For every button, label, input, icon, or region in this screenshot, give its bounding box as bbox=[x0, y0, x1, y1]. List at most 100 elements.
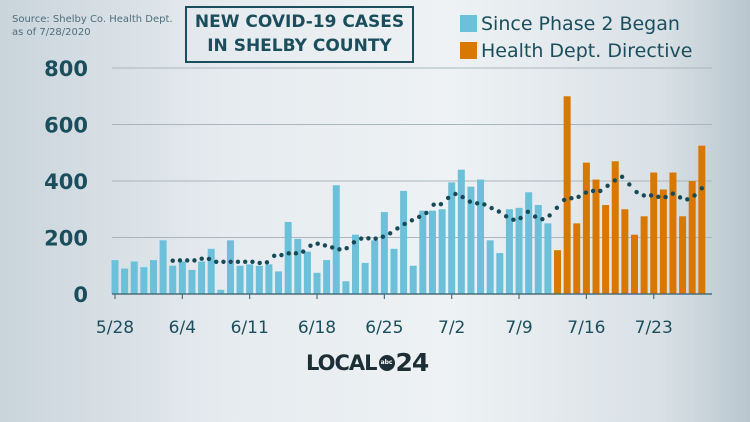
bar-directive bbox=[602, 205, 610, 294]
moving-average-dot bbox=[482, 202, 487, 207]
x-tick-label: 7/2 bbox=[438, 318, 465, 338]
moving-average-dot bbox=[344, 246, 349, 251]
x-tick-label: 6/18 bbox=[298, 318, 336, 338]
moving-average-dot bbox=[337, 247, 342, 252]
bar-phase2 bbox=[505, 209, 513, 294]
bar-phase2 bbox=[371, 240, 379, 294]
bar-phase2 bbox=[361, 262, 369, 294]
moving-average-dot bbox=[185, 258, 190, 263]
x-tick-label: 6/25 bbox=[365, 318, 403, 338]
bar-phase2 bbox=[236, 265, 244, 294]
moving-average-dot bbox=[590, 188, 596, 194]
moving-average-dot bbox=[351, 240, 357, 245]
moving-average-dot bbox=[228, 259, 233, 264]
moving-average-dot bbox=[547, 213, 552, 218]
x-tick-label: 7/16 bbox=[567, 318, 605, 338]
moving-average-dot bbox=[235, 259, 241, 264]
moving-average-dot bbox=[685, 197, 690, 202]
moving-average-dot bbox=[409, 218, 415, 223]
moving-average-dot bbox=[322, 243, 328, 248]
bar-phase2 bbox=[255, 265, 263, 294]
moving-average-dot bbox=[518, 215, 523, 221]
y-tick-label: 200 bbox=[44, 227, 88, 251]
bar-directive bbox=[582, 162, 590, 294]
moving-average-dot bbox=[641, 193, 647, 198]
moving-average-dot bbox=[445, 195, 451, 201]
bar-phase2 bbox=[496, 253, 504, 294]
bar-phase2 bbox=[525, 192, 533, 294]
moving-average-dot bbox=[279, 252, 284, 258]
bar-phase2 bbox=[275, 271, 283, 294]
bar-phase2 bbox=[265, 264, 273, 294]
moving-average-dot bbox=[380, 234, 386, 239]
moving-average-dot bbox=[177, 258, 183, 263]
moving-average-dot bbox=[214, 259, 219, 264]
moving-average-dot bbox=[453, 191, 458, 197]
moving-average-dot bbox=[554, 205, 560, 211]
bar-phase2 bbox=[207, 248, 215, 294]
bar-directive bbox=[573, 223, 581, 294]
moving-average-dot bbox=[648, 193, 654, 198]
moving-average-dot bbox=[373, 236, 378, 241]
logo-number: 24 bbox=[395, 348, 430, 377]
bar-directive bbox=[669, 172, 677, 294]
bar-directive bbox=[688, 181, 696, 294]
moving-average-dot bbox=[460, 194, 465, 200]
bar-directive bbox=[659, 189, 667, 294]
bar-directive bbox=[554, 250, 562, 294]
bar-phase2 bbox=[390, 248, 398, 294]
x-tick-label: 7/23 bbox=[635, 318, 673, 338]
bar-directive bbox=[563, 96, 571, 294]
bar-phase2 bbox=[284, 221, 292, 294]
moving-average-dot bbox=[221, 259, 226, 264]
moving-average-dot bbox=[300, 249, 306, 254]
bar-phase2 bbox=[169, 265, 177, 294]
moving-average-dot bbox=[525, 209, 531, 214]
x-tick-label: 5/28 bbox=[96, 318, 134, 338]
moving-average-dot bbox=[416, 214, 422, 220]
moving-average-dot bbox=[206, 256, 212, 262]
moving-average-dot bbox=[677, 195, 683, 200]
moving-average-dot bbox=[308, 243, 313, 248]
bar-phase2 bbox=[121, 268, 129, 294]
moving-average-dot bbox=[257, 260, 262, 266]
bar-phase2 bbox=[226, 240, 234, 294]
moving-average-dot bbox=[286, 251, 291, 256]
source-note: Source: Shelby Co. Health Dept. as of 7/… bbox=[12, 13, 173, 39]
bar-directive bbox=[611, 161, 619, 294]
legend-label: Since Phase 2 Began bbox=[481, 12, 680, 35]
moving-average-dot bbox=[242, 259, 248, 264]
abc-logo-icon: abc bbox=[378, 354, 395, 371]
moving-average-dot bbox=[438, 201, 444, 207]
y-tick-label: 600 bbox=[44, 114, 88, 138]
bar-phase2 bbox=[438, 209, 446, 294]
moving-average-dot bbox=[619, 174, 625, 179]
bar-phase2 bbox=[515, 207, 523, 294]
moving-average-dot bbox=[199, 256, 204, 261]
bar-phase2 bbox=[400, 190, 408, 294]
moving-average-dot bbox=[402, 221, 407, 227]
bar-directive bbox=[621, 209, 629, 294]
bar-phase2 bbox=[149, 260, 157, 294]
bar-directive bbox=[650, 172, 658, 294]
bar-phase2 bbox=[457, 169, 465, 294]
bar-phase2 bbox=[352, 234, 359, 294]
bar-phase2 bbox=[448, 182, 456, 294]
bar-phase2 bbox=[332, 185, 340, 294]
bar-phase2 bbox=[111, 260, 119, 294]
moving-average-dot bbox=[503, 214, 509, 219]
bar-phase2 bbox=[409, 265, 417, 294]
bar-phase2 bbox=[380, 212, 388, 294]
bar-phase2 bbox=[140, 267, 148, 294]
bar-directive bbox=[630, 234, 638, 294]
bar-phase2 bbox=[428, 210, 436, 294]
bar-directive bbox=[640, 216, 648, 294]
moving-average-dot bbox=[329, 245, 335, 250]
bar-directive bbox=[679, 216, 687, 294]
moving-average-dot bbox=[540, 216, 545, 222]
bar-phase2 bbox=[323, 260, 331, 294]
moving-average-dot bbox=[250, 259, 255, 264]
legend-label: Health Dept. Directive bbox=[481, 39, 693, 62]
moving-average-dot bbox=[656, 194, 661, 200]
